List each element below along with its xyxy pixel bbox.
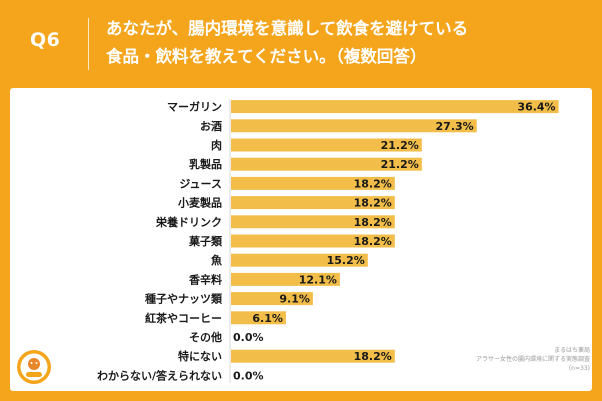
- category-label: わからない/答えられない: [97, 368, 222, 382]
- header-divider: [88, 18, 89, 70]
- category-label: 香辛料: [188, 272, 222, 286]
- value-label: 18.2%: [354, 177, 392, 190]
- bar: [231, 311, 286, 325]
- bar: [231, 292, 313, 306]
- source-line-1: まるはち薬局: [553, 347, 590, 354]
- value-label: 18.2%: [354, 197, 392, 210]
- value-label: 18.2%: [354, 235, 392, 248]
- bar: [231, 215, 395, 229]
- question-line-1: あなたが、腸内環境を意識して飲食を避けている: [106, 19, 469, 38]
- category-label: 栄養ドリンク: [155, 215, 222, 229]
- bar: [231, 349, 395, 363]
- value-label: 36.4%: [517, 101, 555, 114]
- value-label: 18.2%: [354, 216, 392, 229]
- bar: [231, 253, 368, 267]
- bar: [231, 176, 395, 190]
- bar: [231, 196, 395, 210]
- bar: [231, 100, 559, 114]
- category-label: マーガリン: [167, 100, 222, 114]
- source-line-2: アラサー女性の腸内環境に関する実態調査: [475, 356, 590, 363]
- category-label: 乳製品: [189, 157, 222, 171]
- value-label: 0.0%: [233, 369, 264, 382]
- category-label: 特にない: [178, 349, 222, 363]
- value-label: 21.2%: [381, 139, 419, 152]
- category-label: ジュース: [179, 177, 222, 190]
- question-line-2: 食品・飲料を教えてください。（複数回答）: [106, 47, 427, 66]
- question-text: あなたが、腸内環境を意識して飲食を避けている 食品・飲料を教えてください。（複数…: [106, 15, 586, 71]
- value-label: 12.1%: [299, 273, 337, 286]
- bar: [231, 272, 340, 286]
- category-label: 紅茶やコーヒー: [145, 311, 222, 325]
- question-number: Q6: [30, 29, 61, 51]
- category-label: 肉: [211, 138, 222, 152]
- value-label: 9.1%: [279, 293, 310, 306]
- value-label: 27.3%: [436, 120, 474, 133]
- bar: [231, 119, 477, 133]
- bar: [231, 138, 422, 152]
- value-label: 0.0%: [233, 331, 264, 344]
- value-label: 18.2%: [354, 350, 392, 363]
- category-label: その他: [189, 330, 222, 344]
- value-label: 6.1%: [252, 312, 283, 325]
- category-label: 小麦製品: [177, 196, 222, 210]
- source-line-3: (n=33): [568, 365, 590, 372]
- category-label: 魚: [211, 253, 222, 267]
- question-header: Q6 あなたが、腸内環境を意識して飲食を避けている 食品・飲料を教えてください。…: [0, 0, 602, 86]
- category-label: お酒: [200, 120, 222, 133]
- value-label: 15.2%: [327, 254, 365, 267]
- value-label: 21.2%: [381, 158, 419, 171]
- category-label: 種子やナッツ類: [145, 292, 223, 306]
- source-note: まるはち薬局 アラサー女性の腸内環境に関する実態調査 (n=33): [430, 346, 590, 373]
- bar: [231, 157, 422, 171]
- category-label: 菓子類: [188, 234, 223, 248]
- pharmacy-logo-icon: [17, 350, 51, 384]
- bar: [231, 234, 395, 248]
